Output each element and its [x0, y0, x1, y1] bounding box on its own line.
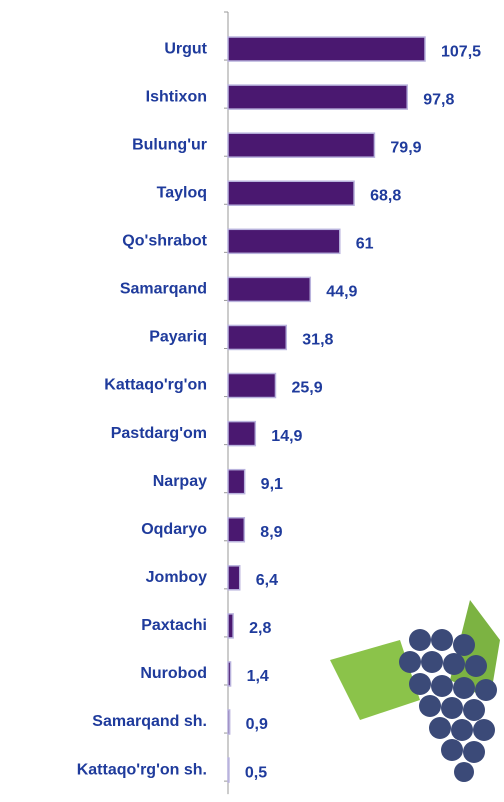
- bar: [227, 372, 277, 399]
- value-label: 31,8: [302, 332, 333, 349]
- bar: [227, 180, 355, 206]
- category-label: Pastdarg'om: [111, 425, 207, 442]
- value-label: 14,9: [271, 428, 302, 445]
- bar: [227, 757, 230, 783]
- category-label: Ishtixon: [146, 88, 207, 105]
- category-label: Samarqand sh.: [92, 713, 207, 730]
- category-label: Kattaqo'rg'on: [104, 377, 207, 394]
- value-label: 0,9: [246, 716, 268, 733]
- category-label: Bulung'ur: [132, 136, 207, 153]
- category-label: Tayloq: [157, 184, 207, 201]
- bar: [227, 565, 241, 591]
- bar: [227, 84, 408, 110]
- category-label: Oqdaryo: [141, 521, 207, 538]
- bar: [227, 709, 231, 735]
- value-label: 44,9: [326, 284, 357, 301]
- bar: [227, 468, 246, 495]
- category-label: Narpay: [153, 473, 207, 490]
- bar: [227, 661, 232, 687]
- bar: [227, 516, 246, 543]
- bar: [227, 420, 257, 447]
- grape-decoration: [330, 600, 500, 782]
- value-label: 2,8: [249, 620, 271, 637]
- category-label: Kattaqo'rg'on sh.: [77, 761, 207, 778]
- value-label: 25,9: [291, 380, 322, 397]
- bar: [227, 36, 426, 62]
- value-label: 9,1: [261, 476, 283, 493]
- value-label: 6,4: [256, 572, 278, 589]
- value-label: 8,9: [260, 524, 282, 541]
- category-label: Payariq: [149, 329, 207, 346]
- bar: [227, 613, 234, 639]
- category-label: Urgut: [164, 40, 207, 57]
- category-label: Samarqand: [120, 281, 207, 298]
- bar: [227, 228, 341, 255]
- bar: [227, 132, 376, 158]
- category-label: Jomboy: [146, 569, 207, 586]
- value-label: 107,5: [441, 43, 481, 60]
- value-label: 1,4: [247, 668, 269, 685]
- category-label: Nurobod: [140, 665, 207, 682]
- value-label: 79,9: [390, 139, 421, 156]
- value-label: 0,5: [245, 764, 267, 781]
- value-label: 61: [356, 236, 374, 253]
- bar: [227, 324, 288, 351]
- bar: [227, 276, 312, 303]
- category-label: Qo'shrabot: [122, 233, 207, 250]
- category-label: Paxtachi: [141, 617, 207, 634]
- value-label: 97,8: [423, 91, 454, 108]
- value-label: 68,8: [370, 187, 401, 204]
